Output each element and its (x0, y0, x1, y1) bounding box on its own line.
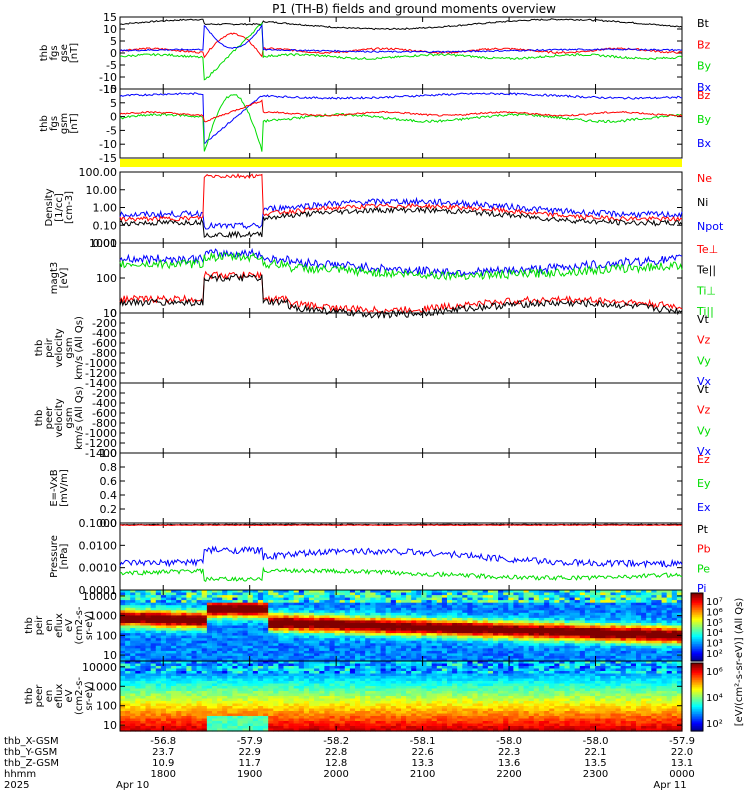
series-by (120, 95, 682, 152)
legend-entry: Vt (697, 313, 710, 326)
panel-frame (120, 313, 682, 383)
y-axis-label-line: km/s (All Qs) (74, 316, 85, 380)
legend-entry: Te⊥ (696, 243, 718, 256)
legend-entry: Npot (697, 220, 724, 233)
legend-entry: Ez (697, 453, 710, 466)
y-tick-label: -10 (99, 138, 117, 151)
legend-entry: Pb (697, 543, 711, 556)
y-tick-label: 0.1000 (79, 517, 118, 530)
y-tick-label: 0.0100 (79, 539, 118, 552)
legend-entry: Bx (697, 137, 712, 150)
y-tick-label: 100 (96, 629, 117, 642)
legend-entry: Ni (697, 196, 708, 209)
panel-pressure: 0.10000.01000.00100.0001Pressure[nPa]PtP… (49, 517, 711, 597)
y-tick-label: 0.4 (100, 489, 118, 502)
series-tepar (120, 275, 682, 319)
y-axis-label-line: [nT] (69, 43, 80, 63)
legend-entry: Ey (697, 477, 711, 490)
y-axis-label: magt3[eV] (49, 262, 70, 295)
series-pe (120, 568, 682, 581)
legend-entry: Vz (697, 334, 711, 347)
y-axis-label-line: [cm-3] (64, 191, 75, 224)
y-axis-label: Density[1/cc][cm-3] (44, 188, 75, 226)
legend-entry: Ex (697, 501, 711, 514)
series-pi (120, 547, 682, 567)
legend-entry: Vz (697, 404, 711, 417)
legend-entry: Pt (697, 523, 709, 536)
legend-entry: Bz (697, 89, 711, 102)
y-tick-label: 0.6 (100, 475, 118, 488)
y-axis-label-line: [nT] (69, 113, 80, 133)
y-tick-label: 0.10 (93, 219, 118, 232)
y-axis-label-line: [eV] (59, 268, 70, 289)
quality-flag-bar (120, 159, 682, 167)
panel-frame (120, 383, 682, 453)
y-tick-label: -5 (106, 124, 117, 137)
y-tick-label: -15 (99, 152, 117, 165)
y-axis-label-line: [mV/m] (59, 469, 70, 507)
legend-entry: Bt (697, 17, 710, 30)
legend-entry: Pe (697, 562, 710, 575)
y-tick-label: 100.00 (79, 166, 118, 179)
series-bx (120, 93, 682, 144)
legend-entry: Ne (697, 172, 712, 185)
legend-entry: Vy (697, 354, 711, 367)
legend-entry: By (697, 60, 712, 73)
series-tell (120, 249, 682, 276)
panel-frame (120, 453, 682, 523)
series-npot (120, 199, 682, 229)
y-axis-label-line: km/s (All Qs) (74, 386, 85, 450)
y-tick-label: 0.8 (100, 461, 118, 474)
y-tick-label: 10 (103, 83, 117, 96)
legend-entry: Ti⊥ (696, 284, 716, 297)
y-tick-label: 0.0010 (79, 562, 118, 575)
y-tick-label: 1.00 (93, 202, 118, 215)
y-tick-label: 0 (110, 111, 117, 124)
y-axis-label: E=-VxB[mV/m] (49, 469, 70, 507)
legend-entry: By (697, 113, 712, 126)
series-bz (120, 33, 682, 57)
legend-entry: Te|| (696, 264, 716, 277)
y-tick-label: 100 (96, 272, 117, 285)
y-axis-label-line: sr-eV) (84, 611, 95, 640)
legend-entry: Vy (697, 424, 711, 437)
y-tick-label: 1.0 (100, 447, 118, 460)
y-tick-label: 10000 (82, 590, 117, 603)
y-tick-label: 1000 (89, 237, 117, 250)
series-bz (120, 100, 682, 122)
y-tick-label: 10.00 (86, 184, 118, 197)
plot-title: P1 (TH-B) fields and ground moments over… (272, 2, 556, 16)
y-tick-label: 5 (110, 97, 117, 110)
y-tick-label: 0.2 (100, 503, 118, 516)
y-axis-label-line: [nPa] (59, 543, 70, 569)
legend-entry: Bz (697, 38, 711, 51)
legend-entry: Vt (697, 383, 710, 396)
y-axis-label: Pressure[nPa] (49, 535, 70, 578)
series-pb (120, 525, 682, 526)
panel-density: 100.0010.001.000.100.01Density[1/cc][cm-… (44, 166, 724, 250)
